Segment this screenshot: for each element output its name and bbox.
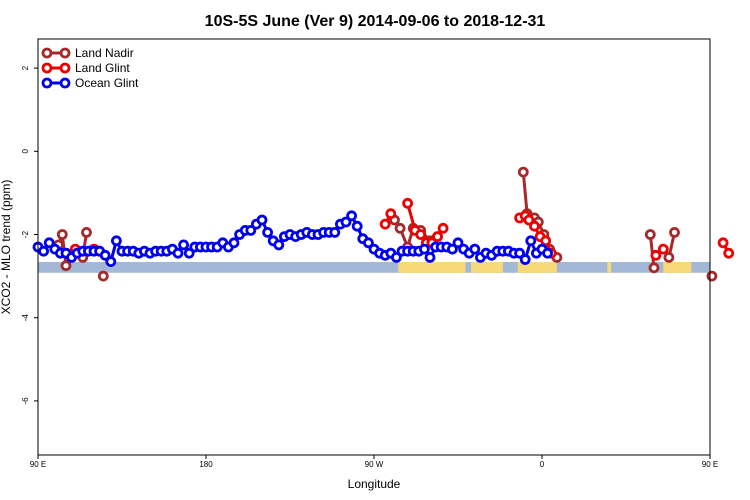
land-glint-point: [415, 229, 427, 240]
ocean-glint-point: [346, 210, 358, 222]
ocean-glint-point: [351, 220, 363, 232]
ocean-glint-point: [469, 243, 481, 255]
x-axis-label: Longitude: [348, 477, 401, 491]
land-glint-point: [437, 222, 449, 234]
legend-label-ocean-glint: Ocean Glint: [75, 76, 139, 90]
ocean-glint-point: [519, 254, 531, 265]
ocean-glint-point: [418, 243, 430, 255]
x-tick-label: 90 E: [30, 460, 46, 469]
land-nadir-point: [394, 222, 406, 234]
x-tick-label: 90 E: [702, 460, 718, 469]
ocean-strip: [38, 261, 710, 273]
land-nadir-line-5: [648, 234, 656, 268]
land-glint-point: [432, 231, 443, 243]
ocean-glint-point: [362, 237, 374, 249]
land-ocean-strip: [38, 261, 710, 273]
land-strip-segment-1: [471, 261, 503, 273]
land-nadir-point: [648, 262, 660, 274]
ocean-glint-point: [390, 251, 402, 263]
land-glint-point: [717, 237, 729, 249]
series-land-glint: [69, 197, 735, 261]
land-glint-point: [540, 235, 552, 247]
legend-marker-land-nadir: [59, 47, 71, 59]
land-glint-point: [657, 243, 669, 255]
y-tick-label: -6: [21, 397, 30, 405]
land-glint-point: [385, 208, 397, 220]
ocean-glint-point: [340, 216, 352, 228]
land-glint-point: [723, 247, 735, 259]
land-nadir-point: [663, 251, 675, 263]
ocean-glint-point: [178, 239, 190, 251]
ocean-glint-point: [525, 235, 537, 247]
ocean-glint-point: [38, 245, 49, 257]
ocean-glint-point: [183, 247, 195, 259]
y-tick-label: 0: [21, 149, 30, 154]
ocean-glint-point: [514, 247, 525, 259]
ocean-glint-point: [228, 237, 240, 249]
ocean-glint-point: [424, 251, 436, 263]
y-tick-label: 2: [21, 65, 30, 70]
ocean-glint-point: [542, 247, 553, 259]
land-strip-segment-0: [398, 261, 466, 273]
land-nadir-point: [669, 226, 680, 238]
legend-marker-ocean-glint: [59, 77, 71, 89]
ocean-glint-point: [329, 226, 341, 238]
ocean-glint-point: [172, 247, 184, 259]
ocean-glint-point: [273, 239, 285, 251]
land-nadir-point: [97, 270, 109, 282]
x-tick-label: 0: [540, 460, 545, 469]
land-nadir-point: [56, 229, 68, 240]
ocean-glint-point: [99, 249, 111, 261]
x-tick-label: 90 W: [365, 460, 384, 469]
land-glint-point: [379, 218, 391, 230]
ocean-glint-point: [111, 235, 122, 247]
ocean-glint-point: [245, 224, 257, 236]
ocean-glint-point: [452, 237, 464, 249]
land-nadir-point: [517, 166, 529, 178]
land-strip-segment-4: [663, 261, 692, 273]
y-axis: 2 0 -2 -4 -6: [21, 65, 38, 404]
ocean-glint-point: [446, 243, 458, 255]
land-strip-segment-2: [517, 261, 557, 273]
y-tick-label: -4: [21, 314, 30, 322]
land-nadir-point: [706, 270, 718, 282]
x-axis: 90 E 180 90 W 0 90 E: [30, 455, 718, 469]
series-ocean-glint: [32, 210, 553, 268]
y-axis-label: XCO2 - MLO trend (ppm): [0, 180, 13, 315]
ocean-glint-point: [256, 214, 268, 226]
land-glint-point: [402, 197, 414, 209]
land-nadir-point: [644, 229, 656, 240]
land-glint-point: [650, 249, 662, 261]
legend-marker-land-nadir: [41, 47, 53, 59]
ocean-glint-point: [43, 237, 55, 249]
legend-marker-land-glint: [41, 62, 53, 74]
land-strip-segment-3: [607, 261, 612, 273]
chart-title: 10S-5S June (Ver 9) 2014-09-06 to 2018-1…: [205, 13, 546, 30]
legend-marker-ocean-glint: [41, 77, 53, 89]
land-nadir-point: [60, 260, 72, 272]
series-layer: [32, 166, 735, 282]
ocean-glint-point: [105, 256, 117, 268]
legend-label-land-glint: Land Glint: [75, 61, 130, 75]
legend-label-land-nadir: Land Nadir: [75, 46, 134, 60]
land-nadir-point: [81, 226, 92, 238]
legend-marker-land-glint: [59, 62, 71, 74]
ocean-glint-point: [262, 226, 274, 238]
x-tick-label: 180: [199, 460, 213, 469]
land-glint-point: [523, 214, 535, 226]
y-tick-label: -2: [21, 230, 30, 238]
land-glint-point: [529, 220, 540, 232]
